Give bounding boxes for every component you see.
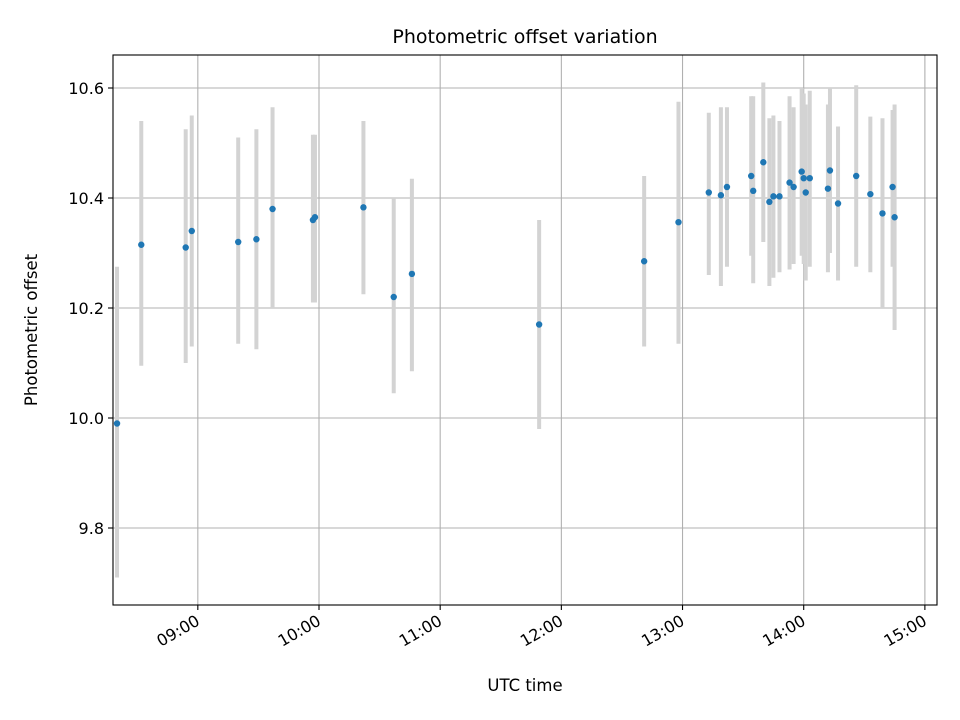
y-tick-label: 10.2 xyxy=(68,299,104,318)
data-point xyxy=(786,179,793,186)
x-axis-label: UTC time xyxy=(487,676,562,695)
data-point xyxy=(723,183,731,191)
data-point xyxy=(853,172,860,180)
plot-frame xyxy=(112,54,938,606)
data-point xyxy=(717,192,725,199)
data-point xyxy=(747,172,755,180)
data-point xyxy=(879,210,886,217)
data-point xyxy=(826,167,834,174)
data-points xyxy=(113,159,898,427)
data-point xyxy=(390,293,397,301)
data-point xyxy=(269,205,276,213)
data-point xyxy=(360,204,367,211)
data-point xyxy=(188,227,195,235)
data-point xyxy=(798,168,805,175)
data-point xyxy=(640,258,648,265)
data-point xyxy=(675,219,682,226)
data-point xyxy=(311,214,319,221)
data-point xyxy=(760,159,767,166)
y-tick-label: 9.8 xyxy=(79,519,104,538)
data-point xyxy=(770,193,777,200)
y-tick-label: 10.0 xyxy=(68,409,104,428)
data-point xyxy=(408,270,416,278)
data-point xyxy=(891,214,898,221)
data-point xyxy=(750,187,757,195)
data-point xyxy=(867,190,874,198)
data-point xyxy=(235,238,242,246)
y-axis-ticks: 9.8 10.0 10.2 10.4 10.6 xyxy=(68,79,113,538)
data-point xyxy=(834,200,842,207)
data-point xyxy=(889,183,896,191)
data-point xyxy=(253,236,260,243)
chart-title: Photometric offset variation xyxy=(392,26,657,48)
data-point xyxy=(800,175,807,182)
data-point xyxy=(182,244,189,251)
data-point xyxy=(766,198,773,206)
data-point xyxy=(790,183,797,191)
data-point xyxy=(138,241,145,248)
data-point xyxy=(802,189,809,196)
y-tick-label: 10.4 xyxy=(68,189,104,208)
data-point xyxy=(824,185,832,192)
y-tick-label: 10.6 xyxy=(68,79,104,98)
data-point xyxy=(705,189,712,196)
data-point xyxy=(535,321,543,328)
y-axis-label: Photometric offset xyxy=(22,253,41,406)
data-point xyxy=(113,420,121,427)
data-point xyxy=(806,175,813,182)
data-point xyxy=(776,193,783,200)
